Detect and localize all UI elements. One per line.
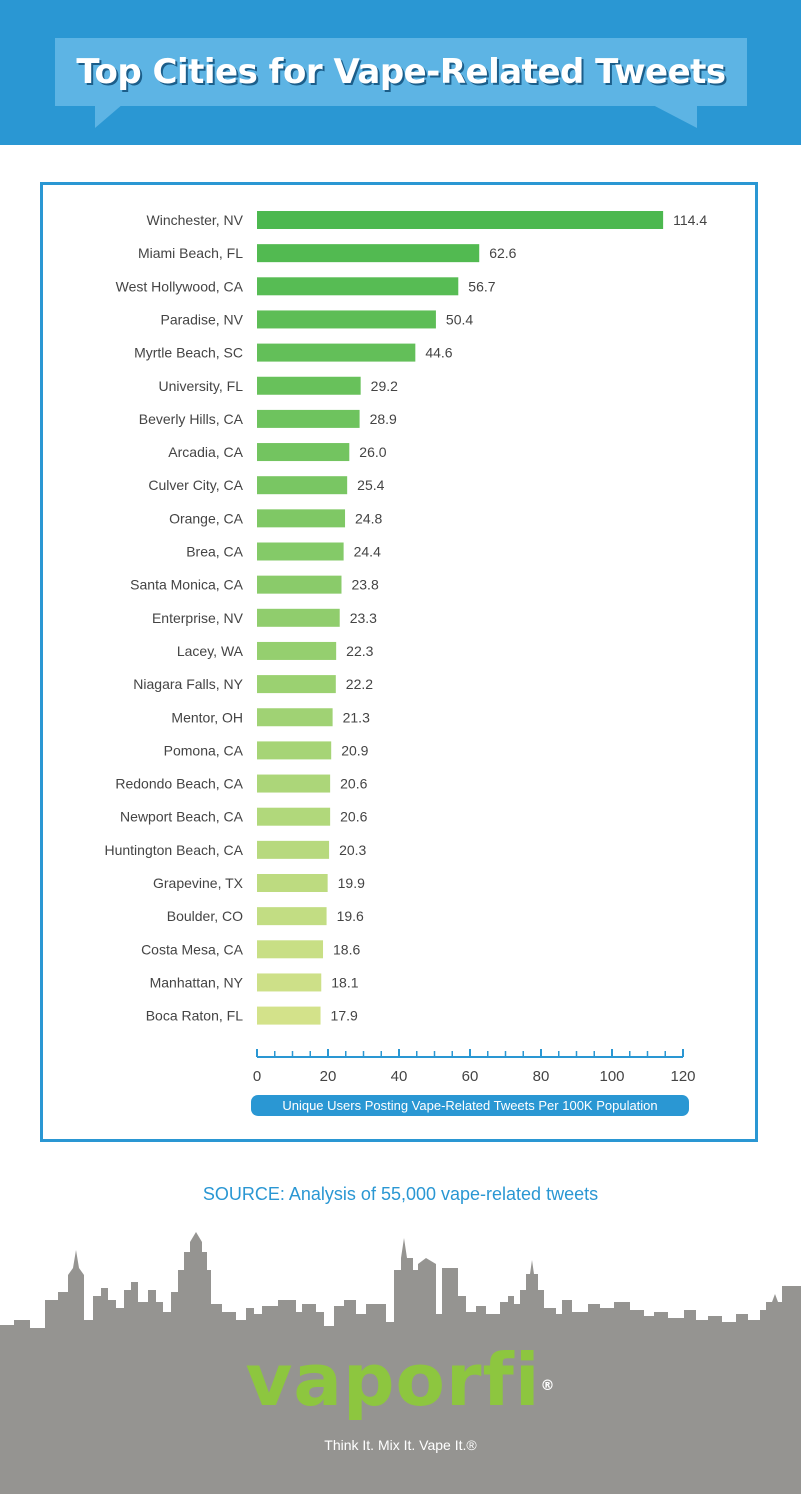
x-axis-title: Unique Users Posting Vape-Related Tweets… xyxy=(282,1098,657,1113)
x-tick-label: 100 xyxy=(599,1068,624,1085)
bar xyxy=(257,376,361,395)
bar xyxy=(257,608,340,627)
bar xyxy=(257,1006,321,1025)
value-label: 20.9 xyxy=(341,742,368,758)
bar xyxy=(257,277,459,296)
bar xyxy=(257,807,331,826)
category-label: Orange, CA xyxy=(169,510,244,526)
category-label: Boca Raton, FL xyxy=(146,1008,243,1024)
category-label: Winchester, NV xyxy=(147,212,244,228)
x-tick-label: 60 xyxy=(462,1068,479,1085)
value-label: 20.6 xyxy=(340,776,367,792)
value-label: 17.9 xyxy=(331,1008,358,1024)
category-label: Beverly Hills, CA xyxy=(139,411,244,427)
value-label: 19.6 xyxy=(337,908,364,924)
bar xyxy=(257,675,336,694)
value-label: 24.4 xyxy=(354,544,381,560)
source-note: SOURCE: Analysis of 55,000 vape-related … xyxy=(202,1184,599,1204)
value-label: 22.3 xyxy=(346,643,373,659)
bar xyxy=(257,476,348,495)
category-label: Grapevine, TX xyxy=(153,875,244,891)
category-label: Lacey, WA xyxy=(177,643,244,659)
category-label: Brea, CA xyxy=(186,544,243,560)
bar xyxy=(257,741,332,760)
title-bubble-tail-left xyxy=(95,104,123,128)
category-label: Pomona, CA xyxy=(164,742,244,758)
value-label: 23.8 xyxy=(351,577,378,593)
logo-wordmark: vaporfi xyxy=(245,1338,541,1422)
category-label: Arcadia, CA xyxy=(168,444,243,460)
x-tick-label: 40 xyxy=(391,1068,408,1085)
title-bubble-tail-right xyxy=(651,104,697,128)
value-label: 18.1 xyxy=(331,974,358,990)
value-label: 29.2 xyxy=(371,378,398,394)
bar xyxy=(257,409,360,428)
category-label: Redondo Beach, CA xyxy=(115,776,243,792)
category-label: Miami Beach, FL xyxy=(138,245,243,261)
bar xyxy=(257,907,327,926)
category-label: University, FL xyxy=(158,378,243,394)
value-label: 24.8 xyxy=(355,510,382,526)
category-label: Myrtle Beach, SC xyxy=(134,345,243,361)
x-tick-label: 120 xyxy=(670,1068,695,1085)
x-tick-label: 0 xyxy=(253,1068,261,1085)
bar xyxy=(257,509,346,528)
bar xyxy=(257,211,664,229)
bar xyxy=(257,774,331,793)
value-label: 114.4 xyxy=(673,212,707,228)
category-label: Enterprise, NV xyxy=(152,610,244,626)
value-label: 21.3 xyxy=(343,709,370,725)
value-label: 56.7 xyxy=(468,278,495,294)
category-label: West Hollywood, CA xyxy=(116,278,244,294)
category-label: Costa Mesa, CA xyxy=(141,941,244,957)
category-label: Huntington Beach, CA xyxy=(104,842,243,858)
bar xyxy=(257,940,324,959)
value-label: 28.9 xyxy=(370,411,397,427)
value-label: 62.6 xyxy=(489,245,516,261)
category-label: Culver City, CA xyxy=(148,477,243,493)
value-label: 25.4 xyxy=(357,477,384,493)
bar xyxy=(257,542,344,561)
value-label: 23.3 xyxy=(350,610,377,626)
bar xyxy=(257,244,480,263)
value-label: 44.6 xyxy=(425,345,452,361)
bar xyxy=(257,708,333,727)
value-label: 20.6 xyxy=(340,809,367,825)
x-axis-title-pill xyxy=(251,1095,689,1116)
value-label: 26.0 xyxy=(359,444,386,460)
value-label: 50.4 xyxy=(446,311,473,327)
title-bubble xyxy=(55,38,747,106)
category-label: Manhattan, NY xyxy=(150,974,244,990)
category-label: Newport Beach, CA xyxy=(120,809,244,825)
bar xyxy=(257,443,350,462)
vaporfi-logo: vaporfi® xyxy=(0,1340,801,1420)
bar xyxy=(257,310,436,329)
city-skyline xyxy=(0,1232,801,1494)
bar xyxy=(257,575,342,594)
value-label: 18.6 xyxy=(333,941,360,957)
bar xyxy=(257,973,322,992)
category-label: Paradise, NV xyxy=(161,311,244,327)
tagline: Think It. Mix It. Vape It.® xyxy=(324,1437,477,1453)
bar xyxy=(257,343,416,362)
value-label: 19.9 xyxy=(338,875,365,891)
x-tick-label: 20 xyxy=(320,1068,337,1085)
chart-frame xyxy=(40,182,758,1142)
x-tick-label: 80 xyxy=(533,1068,550,1085)
logo-registered-mark: ® xyxy=(540,1378,556,1394)
category-label: Niagara Falls, NY xyxy=(133,676,243,692)
category-label: Mentor, OH xyxy=(171,709,243,725)
bar xyxy=(257,874,328,892)
value-label: 22.2 xyxy=(346,676,373,692)
bar xyxy=(257,641,337,660)
bar-chart: Winchester, NV 114.4 Miami Beach, FL 62.6 We… xyxy=(104,211,707,1116)
bar xyxy=(257,840,330,859)
category-label: Boulder, CO xyxy=(167,908,243,924)
category-label: Santa Monica, CA xyxy=(130,577,243,593)
value-label: 20.3 xyxy=(339,842,366,858)
page-title: Top Cities for Vape-Related Tweets xyxy=(76,52,726,92)
